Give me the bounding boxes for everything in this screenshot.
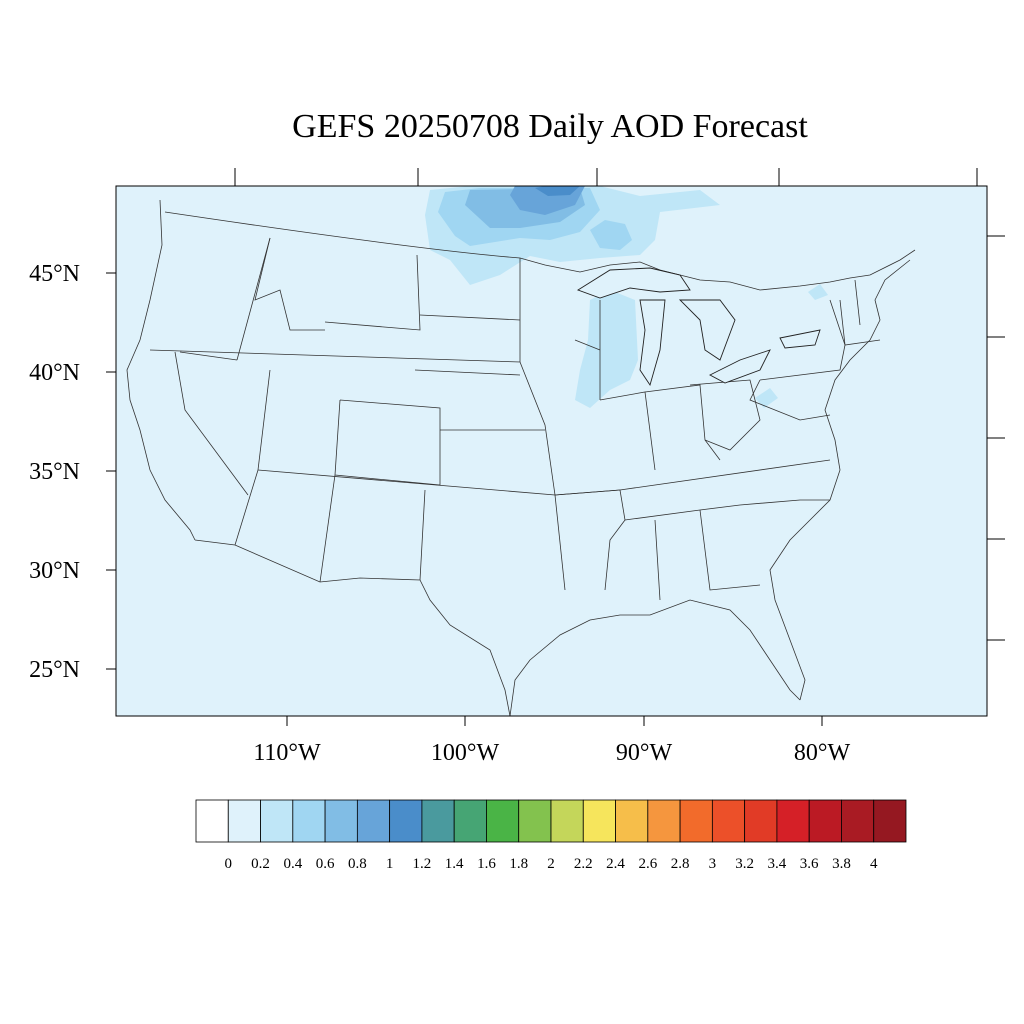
lon-label-80w: 80°W xyxy=(794,740,851,766)
colorbar-swatch xyxy=(647,799,681,843)
axis-ticks xyxy=(106,168,1005,726)
colorbar-label: 0.2 xyxy=(251,856,270,872)
aod-plume xyxy=(425,186,828,408)
colorbar-swatch xyxy=(873,799,907,843)
colorbar-swatch xyxy=(776,799,810,843)
colorbar-label: 2 xyxy=(547,856,555,872)
colorbar-swatch xyxy=(679,799,713,843)
lat-label-30: 30°N xyxy=(29,558,80,584)
colorbar-label: 0.6 xyxy=(316,856,335,872)
colorbar-swatch xyxy=(486,799,520,843)
colorbar-label: 1.6 xyxy=(477,856,496,872)
map-title: GEFS 20250708 Daily AOD Forecast xyxy=(292,108,808,145)
colorbar-label: 2.8 xyxy=(671,856,690,872)
colorbar-swatch xyxy=(260,799,294,843)
colorbar-swatch xyxy=(389,799,423,843)
lon-label-100w: 100°W xyxy=(431,740,500,766)
colorbar-label: 3.8 xyxy=(832,856,851,872)
colorbar-label: 3.6 xyxy=(800,856,819,872)
boundaries xyxy=(126,199,916,717)
colorbar: 0 0.2 0.4 0.6 0.8 1 1.2 1.4 1.6 1.8 2 2.2 2.4 2.6 2.8 3… xyxy=(195,799,907,872)
colorbar-label: 0.4 xyxy=(283,856,302,872)
colorbar-swatch xyxy=(421,799,455,843)
lon-label-90w: 90°W xyxy=(616,740,673,766)
colorbar-label: 4 xyxy=(870,856,878,872)
colorbar-swatch xyxy=(195,799,229,843)
map-frame xyxy=(115,185,988,717)
lat-label-25: 25°N xyxy=(29,657,80,683)
colorbar-label: 3 xyxy=(709,856,717,872)
lat-label-45: 45°N xyxy=(29,261,80,287)
colorbar-swatch xyxy=(841,799,875,843)
colorbar-swatch xyxy=(324,799,358,843)
colorbar-label: 3.2 xyxy=(735,856,754,872)
lat-label-40: 40°N xyxy=(29,360,80,386)
colorbar-swatch xyxy=(227,799,261,843)
map-background xyxy=(116,186,987,716)
lat-label-35: 35°N xyxy=(29,459,80,485)
colorbar-swatch xyxy=(518,799,552,843)
colorbar-label: 1.2 xyxy=(413,856,432,872)
colorbar-swatch xyxy=(356,799,391,843)
colorbar-label: 3.4 xyxy=(768,856,787,872)
colorbar-swatch xyxy=(582,799,616,843)
colorbar-label: 2.2 xyxy=(574,856,593,872)
colorbar-swatch xyxy=(615,799,649,843)
colorbar-swatch xyxy=(292,799,326,843)
colorbar-swatch xyxy=(744,799,778,843)
colorbar-swatch xyxy=(453,799,487,843)
colorbar-label: 2.6 xyxy=(638,856,657,872)
colorbar-label: 0.8 xyxy=(348,856,367,872)
colorbar-swatch xyxy=(711,799,746,843)
colorbar-label: 2.4 xyxy=(606,856,625,872)
colorbar-label: 0 xyxy=(225,856,233,872)
colorbar-label: 1.4 xyxy=(445,856,464,872)
colorbar-swatch xyxy=(808,799,842,843)
colorbar-swatch xyxy=(550,799,584,843)
colorbar-label: 1 xyxy=(386,856,394,872)
great-lakes xyxy=(576,267,821,387)
lon-label-110w: 110°W xyxy=(253,740,321,766)
colorbar-label: 1.8 xyxy=(509,856,528,872)
